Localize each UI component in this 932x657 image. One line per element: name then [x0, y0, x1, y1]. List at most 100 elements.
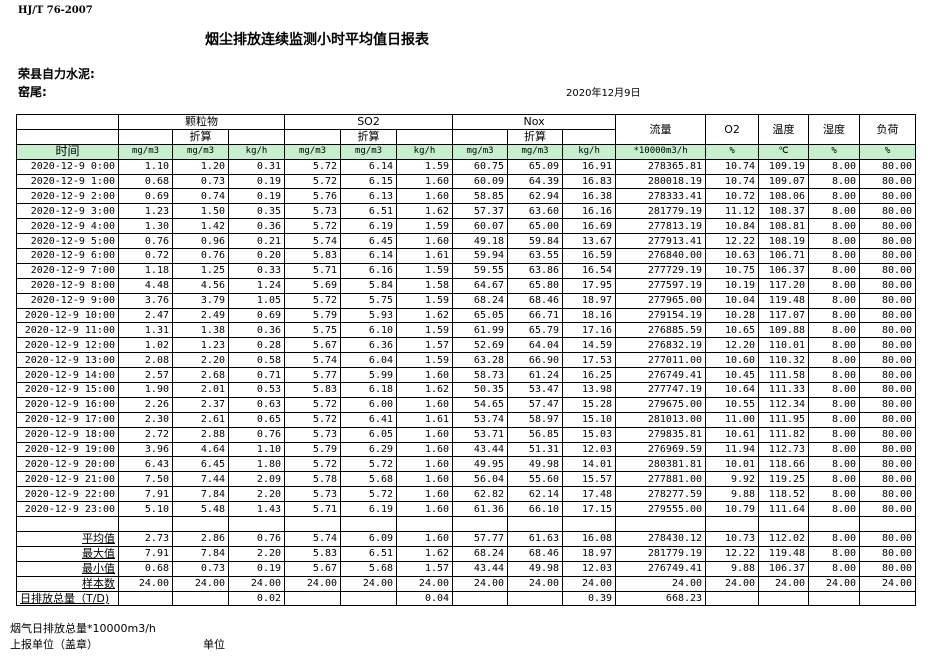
value-cell: 15.10: [562, 411, 617, 428]
value-cell: 24.00: [227, 575, 286, 592]
value-cell: 80.00: [859, 277, 917, 294]
value-cell: 7.44: [172, 471, 229, 488]
value-cell: [808, 590, 861, 607]
value-cell: 12.22: [705, 545, 760, 562]
value-cell: 8.00: [808, 367, 861, 384]
value-cell: 1.62: [396, 545, 454, 562]
value-cell: 18.97: [562, 545, 617, 562]
value-cell: 1.58: [396, 277, 454, 294]
value-cell: 277881.00: [615, 471, 707, 488]
value-cell: 5.72: [340, 456, 398, 473]
value-cell: 279555.00: [615, 501, 707, 518]
value-cell: 7.50: [118, 471, 173, 488]
value-cell: 8.00: [808, 486, 861, 503]
value-cell: 1.42: [172, 218, 229, 235]
value-cell: 119.25: [758, 471, 810, 488]
value-cell: 3.76: [118, 292, 173, 309]
value-cell: 0.68: [118, 173, 173, 190]
value-cell: 43.44: [452, 560, 509, 577]
value-cell: 5.71: [284, 501, 342, 518]
value-cell: 5.72: [284, 292, 342, 309]
value-cell: 1.62: [396, 307, 454, 324]
value-cell: 3.96: [118, 441, 173, 458]
empty-cell: [172, 516, 229, 532]
value-cell: 68.46: [507, 545, 564, 562]
value-cell: 10.01: [705, 456, 760, 473]
value-cell: 14.01: [562, 456, 617, 473]
value-cell: 1.60: [396, 367, 454, 384]
value-cell: 63.60: [507, 203, 564, 220]
empty-cell: [705, 516, 760, 532]
blank-row: [16, 516, 917, 532]
value-cell: 1.59: [396, 218, 454, 235]
value-cell: 278277.59: [615, 486, 707, 503]
value-cell: 57.77: [452, 530, 509, 547]
value-cell: 59.94: [452, 248, 509, 264]
value-cell: [118, 590, 173, 607]
value-cell: 17.53: [562, 352, 617, 369]
value-cell: 8.00: [808, 218, 861, 235]
value-cell: 80.00: [859, 426, 917, 443]
value-cell: 54.65: [452, 396, 509, 413]
value-cell: 65.80: [507, 277, 564, 294]
value-cell: 9.88: [705, 486, 760, 503]
value-cell: 80.00: [859, 411, 917, 428]
value-cell: 5.76: [284, 188, 342, 205]
value-cell: 5.74: [284, 233, 342, 250]
unit-cell: mg/m3: [284, 143, 342, 160]
value-cell: [172, 590, 229, 607]
value-cell: 0.39: [562, 590, 617, 607]
table-row: 2020-12-9 9:00 3.76 3.79 1.05 5.72 5.75 1.59 68…: [16, 292, 917, 309]
value-cell: 2.08: [118, 352, 173, 369]
standard-code: HJ/T 76-2007: [18, 5, 93, 16]
value-cell: 62.14: [507, 486, 564, 503]
value-cell: 2.73: [118, 530, 173, 547]
value-cell: 111.64: [758, 501, 810, 518]
value-cell: 278365.81: [615, 158, 707, 175]
value-cell: 68.24: [452, 545, 509, 562]
value-cell: 7.91: [118, 545, 173, 562]
value-cell: 5.79: [284, 441, 342, 458]
value-cell: 1.60: [396, 233, 454, 250]
empty-cell: [396, 128, 454, 145]
reporting-unit-label: 上报单位（盖章）: [10, 638, 98, 651]
value-cell: 61.63: [507, 530, 564, 547]
value-cell: 8.00: [808, 426, 861, 443]
value-cell: 8.00: [808, 530, 861, 547]
value-cell: 64.04: [507, 337, 564, 354]
value-cell: [284, 590, 342, 607]
value-cell: 65.05: [452, 307, 509, 324]
so2-converted-header: 折算: [340, 128, 398, 145]
value-cell: 7.91: [118, 486, 173, 503]
value-cell: 6.41: [340, 411, 398, 428]
unit-cell: *10000m3/h: [615, 143, 707, 160]
value-cell: 10.28: [705, 307, 760, 324]
value-cell: 6.04: [340, 352, 398, 369]
value-cell: 5.72: [284, 218, 342, 235]
value-cell: 5.83: [284, 382, 342, 398]
value-cell: 106.71: [758, 248, 810, 264]
time-cell: 2020-12-9 1:00: [16, 173, 119, 190]
summary-row: 样本数 24.00 24.00 24.00 24.00 24.00 24.00 24.00 24…: [16, 575, 917, 592]
table-row: 2020-12-9 2:00 0.69 0.74 0.19 5.76 6.13 1.60 58…: [16, 188, 917, 205]
value-cell: 279835.81: [615, 426, 707, 443]
value-cell: 110.32: [758, 352, 810, 369]
value-cell: 8.00: [808, 501, 861, 518]
value-cell: 5.71: [284, 262, 342, 279]
value-cell: 0.73: [172, 560, 229, 577]
value-cell: 0.53: [227, 382, 286, 398]
value-cell: 51.31: [507, 441, 564, 458]
value-cell: 68.24: [452, 292, 509, 309]
value-cell: 1.62: [396, 382, 454, 398]
value-cell: 9.92: [705, 471, 760, 488]
summary-row: 平均值 2.73 2.86 0.76 5.74 6.09 1.60 57.77 61.63 16.…: [16, 530, 917, 547]
summary-row: 日排放总量（T/D) 0.02 0.04 0.39 668.23: [16, 590, 917, 607]
report-date: 2020年12月9日: [566, 88, 641, 99]
empty-cell: [16, 516, 119, 532]
value-cell: 280018.19: [615, 173, 707, 190]
value-cell: 0.69: [227, 307, 286, 324]
value-cell: 11.00: [705, 411, 760, 428]
value-cell: 43.44: [452, 441, 509, 458]
value-cell: 15.03: [562, 426, 617, 443]
value-cell: 2.20: [172, 352, 229, 369]
